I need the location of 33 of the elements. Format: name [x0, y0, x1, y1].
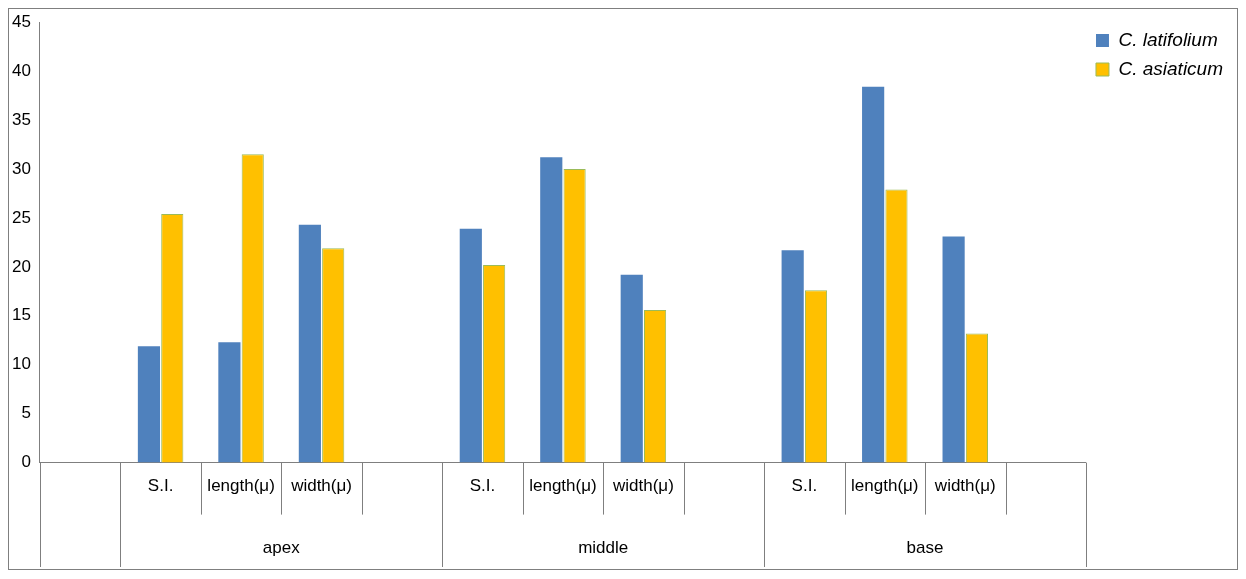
bar: [459, 228, 482, 463]
x-tick-label: width(μ): [933, 476, 996, 496]
x-tick-label: width(μ): [290, 476, 352, 496]
y-tick-label: 35: [11, 109, 31, 129]
x-tick-label: length(μ): [529, 476, 597, 496]
x-tick-label: length(μ): [851, 476, 919, 496]
legend-label: C. asiaticum: [1118, 57, 1223, 79]
y-tick-label: 10: [11, 354, 31, 374]
bar: [620, 274, 643, 463]
y-tick-label: 45: [11, 11, 31, 31]
text: base: [906, 538, 944, 558]
bar: [942, 236, 965, 463]
bar: [862, 86, 885, 463]
bar: [298, 224, 321, 463]
x-tick-label: S.I.: [791, 476, 818, 496]
x-tick-label: width(μ): [612, 476, 674, 496]
legend-label: C. latifolium: [1118, 28, 1218, 50]
text: middle: [578, 538, 629, 558]
y-tick-label: 20: [11, 256, 31, 276]
text: apex: [262, 538, 301, 558]
y-tick-label: 15: [11, 305, 31, 325]
y-tick-label: 0: [21, 452, 31, 472]
y-tick-label: 5: [21, 403, 31, 423]
bar: [218, 342, 241, 463]
bar: [781, 250, 804, 463]
x-tick-label: S.I.: [469, 476, 496, 496]
y-tick-label: 30: [11, 158, 31, 178]
bar: [137, 346, 161, 463]
y-tick-label: 40: [11, 60, 31, 80]
bar: [540, 157, 563, 463]
x-tick-label: S.I.: [147, 476, 174, 496]
x-tick-label: length(μ): [207, 476, 275, 496]
y-tick-label: 25: [11, 207, 31, 227]
